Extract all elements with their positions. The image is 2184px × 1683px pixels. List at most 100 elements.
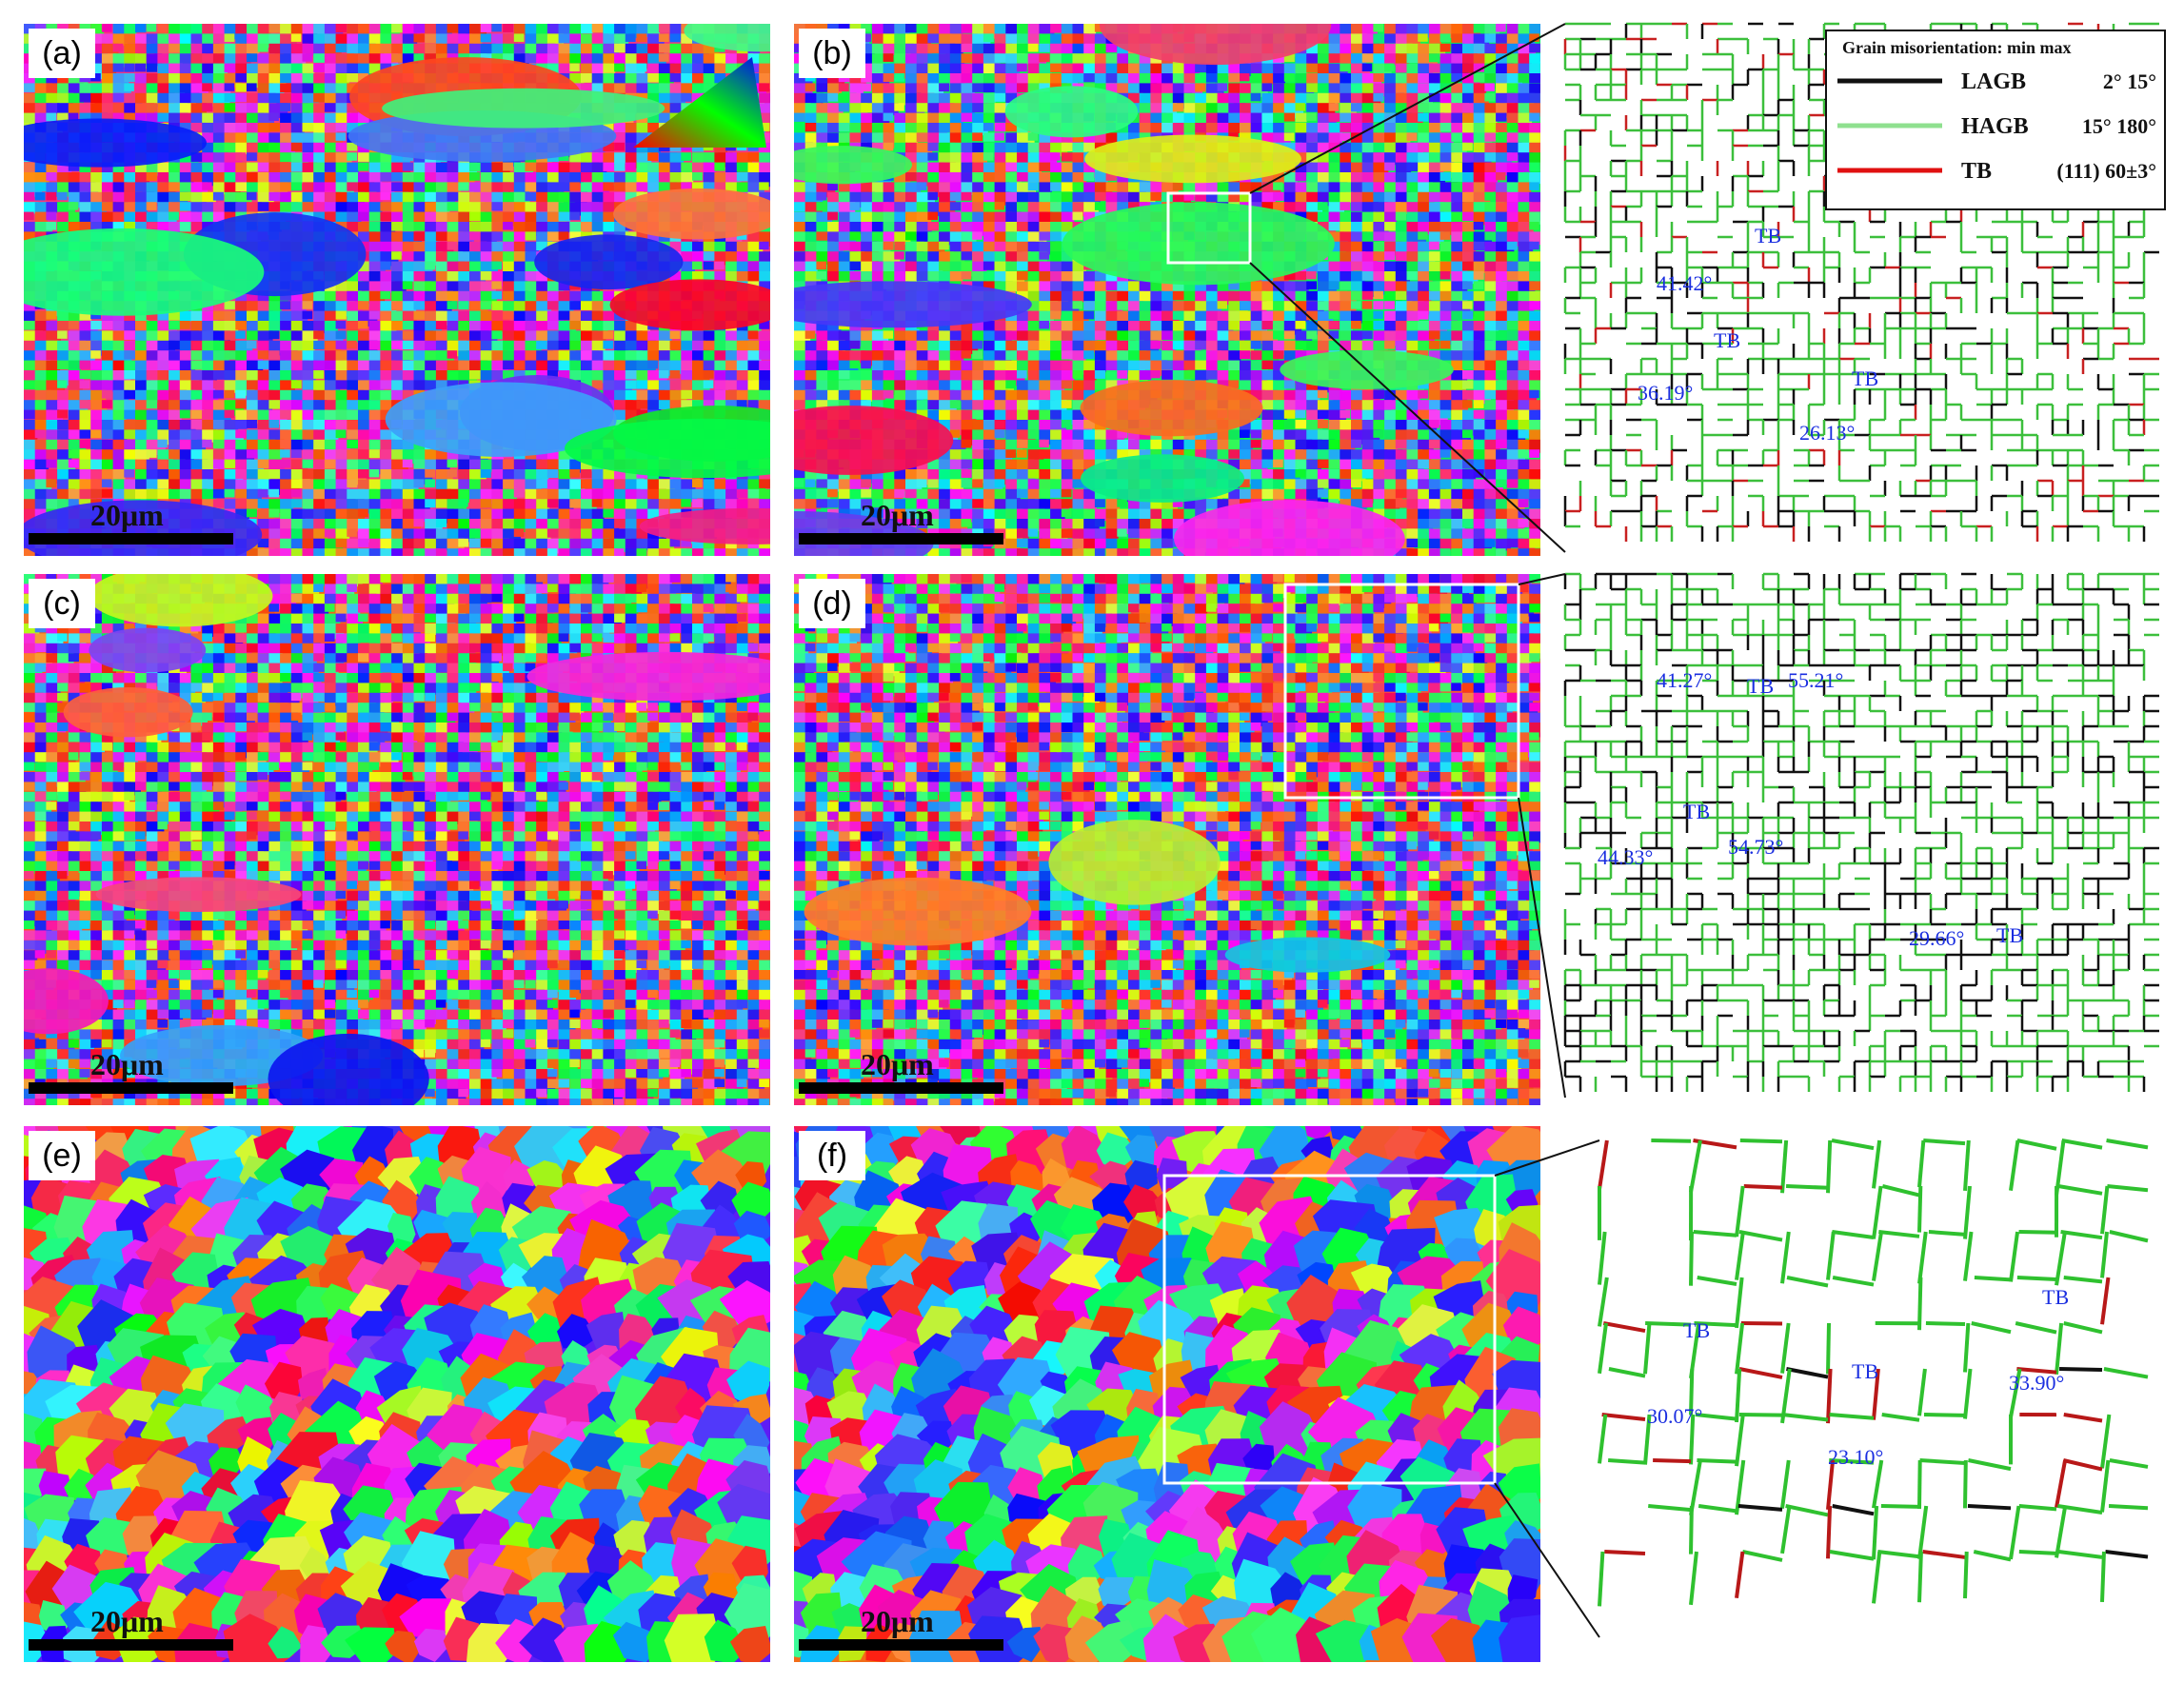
grain [368, 360, 383, 371]
grain [402, 330, 414, 340]
grain [1228, 123, 1242, 133]
grain [1228, 73, 1241, 83]
grain [1261, 103, 1275, 113]
grain [503, 222, 513, 230]
grain [669, 152, 685, 164]
grain [769, 123, 770, 134]
grain [603, 321, 615, 331]
grain [380, 182, 395, 194]
grain [558, 211, 571, 222]
grain [391, 301, 404, 311]
grain [112, 33, 129, 46]
grain [883, 112, 894, 122]
grain [703, 73, 717, 85]
grain [358, 63, 372, 75]
grain [769, 508, 770, 520]
grain [1496, 24, 1506, 32]
grain [1428, 123, 1441, 133]
grain [335, 340, 347, 349]
grain [1384, 162, 1396, 171]
grain [669, 63, 683, 73]
grain [101, 420, 115, 430]
grain [268, 420, 280, 428]
grain [769, 449, 770, 465]
grain [525, 222, 538, 232]
grain [692, 241, 705, 251]
grain [447, 290, 460, 302]
grain [603, 340, 614, 349]
grain [1072, 152, 1085, 163]
grain [368, 231, 383, 243]
grain [636, 33, 647, 43]
grain [1406, 123, 1420, 133]
grain [591, 508, 605, 519]
grain [90, 24, 105, 35]
grain [435, 211, 451, 225]
grain [480, 24, 491, 32]
grain [769, 231, 770, 247]
grain [669, 330, 681, 340]
grain [827, 123, 840, 133]
grain [68, 162, 80, 171]
grain [57, 112, 69, 122]
grain [358, 261, 371, 272]
grain [34, 429, 46, 439]
grain [335, 380, 347, 389]
grain [714, 162, 725, 171]
grain [961, 112, 973, 122]
grain [503, 479, 516, 489]
grain [335, 191, 351, 205]
grain [101, 202, 113, 211]
grain [1273, 182, 1283, 190]
grain [871, 191, 885, 203]
grain [358, 152, 370, 162]
grain [569, 182, 581, 191]
grain [347, 439, 359, 449]
grain [290, 519, 305, 529]
grain [581, 24, 593, 34]
grain [669, 271, 683, 282]
grain [402, 321, 414, 330]
grain [838, 123, 850, 132]
grain [692, 271, 706, 283]
grain [491, 231, 504, 242]
grain [994, 92, 1005, 102]
grain [458, 33, 472, 46]
grain [169, 449, 181, 460]
grain [1283, 132, 1295, 142]
grain [1250, 92, 1261, 102]
grain [1473, 112, 1487, 124]
grain [558, 182, 570, 192]
grain [135, 439, 149, 450]
grain [335, 429, 347, 439]
grain [179, 321, 190, 329]
grain [1295, 112, 1307, 123]
grain [983, 92, 996, 104]
grain [290, 499, 303, 508]
grain [804, 83, 816, 92]
grain [358, 271, 370, 282]
grain [769, 24, 770, 38]
grain [480, 499, 492, 508]
grain [769, 409, 770, 426]
grain [34, 191, 46, 201]
grain [849, 132, 863, 143]
grain [1340, 53, 1353, 65]
grain [302, 73, 316, 84]
grain [747, 53, 762, 65]
grain [212, 420, 226, 429]
grain [202, 83, 212, 91]
grain [1462, 162, 1476, 173]
grain [268, 191, 280, 201]
grain [313, 459, 326, 469]
grain [769, 202, 770, 212]
grain [46, 488, 60, 500]
grain [681, 271, 693, 281]
grain [24, 191, 35, 201]
grain [536, 191, 549, 203]
grain [681, 63, 696, 75]
grain [1250, 123, 1263, 133]
grain [525, 271, 537, 281]
grain [1529, 63, 1540, 75]
grain [558, 548, 570, 556]
